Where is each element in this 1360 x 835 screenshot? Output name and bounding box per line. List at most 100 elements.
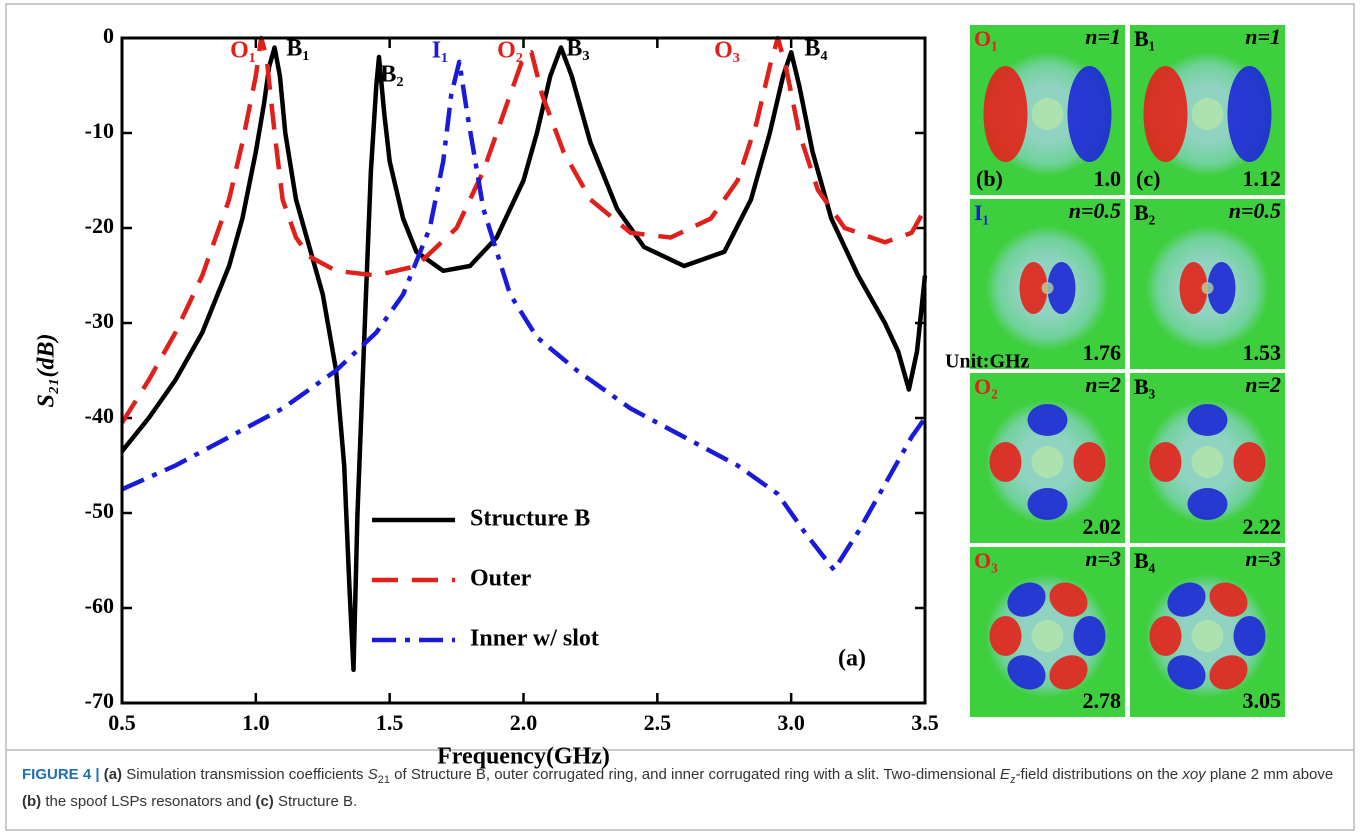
mode-label: B₃ xyxy=(1134,374,1156,399)
field-center xyxy=(1031,98,1064,130)
freq-label: 1.53 xyxy=(1243,340,1282,365)
caption-run: plane 2 mm above xyxy=(1205,766,1334,783)
field-lobe xyxy=(989,442,1022,482)
field-lobe xyxy=(1149,442,1182,482)
plot: -70 -60 -50 -40 -30 -20 -10 0 0.5 1.0 1.5 2.0 2.5 3.0… xyxy=(34,23,939,769)
n-label: n=3 xyxy=(1085,546,1121,571)
freq-label: 1.76 xyxy=(1083,340,1122,365)
field-lobe xyxy=(989,616,1022,656)
field-center xyxy=(1191,446,1224,478)
x-tick-label: 0.5 xyxy=(108,710,136,735)
field-lobe xyxy=(1073,442,1106,482)
n-label: n=0.5 xyxy=(1229,198,1281,223)
mode-label: B₄ xyxy=(1134,548,1156,573)
field-lobe xyxy=(1227,66,1272,162)
unit-label: Unit:GHz xyxy=(945,351,1030,373)
y-tick-label: -20 xyxy=(85,213,114,238)
field-lobe xyxy=(1209,582,1248,617)
peak-label: B₂ xyxy=(380,62,403,88)
caption-run: FIGURE 4 | xyxy=(22,766,104,783)
caption-run: (b) xyxy=(22,793,42,810)
caption: FIGURE 4 | (a) Simulation transmission c… xyxy=(22,764,1338,813)
y-tick-label: -70 xyxy=(85,688,114,713)
field-center xyxy=(1031,620,1064,652)
y-tick-label: -40 xyxy=(85,403,114,428)
field-lobe xyxy=(1167,582,1206,617)
n-label: n=2 xyxy=(1085,372,1121,397)
field-lobe xyxy=(1233,442,1266,482)
x-axis-label: Frequency(GHz) xyxy=(437,744,610,770)
caption-run: xoy xyxy=(1182,766,1206,783)
y-tick-label: -10 xyxy=(85,118,114,143)
freq-label: 1.0 xyxy=(1094,166,1122,191)
field-lobe xyxy=(1027,488,1068,520)
n-label: n=3 xyxy=(1245,546,1281,571)
field-lobe xyxy=(1067,66,1112,162)
x-tick-label: 1.0 xyxy=(242,710,270,735)
field-lobe xyxy=(1187,488,1228,520)
figure-border xyxy=(5,3,1355,831)
field-center xyxy=(1191,98,1224,130)
legend-label: Inner w/ slot xyxy=(470,626,599,652)
peak-label: B₃ xyxy=(566,36,589,62)
peak-label: O₁ xyxy=(230,38,256,64)
field-lobe xyxy=(1187,404,1228,436)
caption-run: S xyxy=(367,766,378,783)
mode-label: O₁ xyxy=(974,26,998,51)
y-tick-label: -50 xyxy=(85,498,114,523)
field-lobe xyxy=(1233,616,1266,656)
caption-run: -field distributions on the xyxy=(1015,766,1183,783)
field-center xyxy=(1031,446,1064,478)
field-panels: O₁ n=1 1.0 (b) B₁ n=1 1.12 (c) I₁ n=0.5 1.76 B₂ n=0.… xyxy=(970,24,1285,717)
freq-label: 2.02 xyxy=(1083,514,1122,539)
n-label: n=0.5 xyxy=(1069,198,1121,223)
field-lobe xyxy=(1179,262,1208,314)
mode-label: O₂ xyxy=(974,374,998,399)
field-lobe xyxy=(1049,582,1088,617)
mode-label: B₁ xyxy=(1134,26,1155,51)
field-lobe xyxy=(1143,66,1188,162)
caption-run: E xyxy=(1000,766,1011,783)
mode-label: B₂ xyxy=(1134,200,1156,225)
subfigure-label: (c) xyxy=(1136,166,1160,191)
freq-label: 3.05 xyxy=(1243,688,1282,713)
y-axis-label: S₂₁(dB) xyxy=(34,333,60,407)
caption-run: of Structure B, outer corrugated ring, a… xyxy=(390,766,1001,783)
x-tick-label: 3.0 xyxy=(777,710,805,735)
field-lobe xyxy=(1167,655,1206,690)
legend-label: Structure B xyxy=(470,506,590,532)
plot-frame xyxy=(120,36,927,705)
n-label: n=2 xyxy=(1245,372,1281,397)
freq-label: 2.22 xyxy=(1243,514,1282,539)
freq-label: 1.12 xyxy=(1243,166,1282,191)
freq-label: 2.78 xyxy=(1083,688,1122,713)
y-tick-label: -60 xyxy=(85,593,114,618)
peak-label: I₁ xyxy=(432,38,449,64)
panel-label: (a) xyxy=(838,646,866,672)
caption-run: (a) xyxy=(103,766,123,783)
field-lobe xyxy=(1007,582,1046,617)
x-tick-label: 2.5 xyxy=(644,710,672,735)
field-center xyxy=(1201,282,1214,294)
mode-label: I₁ xyxy=(974,200,989,225)
y-tick-label: 0 xyxy=(103,23,114,48)
y-tick-label: -30 xyxy=(85,308,114,333)
field-center xyxy=(1191,620,1224,652)
caption-run: z xyxy=(1010,774,1016,786)
n-label: n=1 xyxy=(1085,24,1121,49)
field-lobe xyxy=(1007,655,1046,690)
peak-label: O₂ xyxy=(497,38,523,64)
series-line xyxy=(120,35,927,424)
field-lobe xyxy=(1019,262,1048,314)
field-lobe xyxy=(1073,616,1106,656)
peak-label: B₄ xyxy=(804,36,827,62)
subfigure-label: (b) xyxy=(976,166,1003,191)
field-lobe xyxy=(1047,262,1076,314)
field-lobe xyxy=(1049,655,1088,690)
field-lobe xyxy=(1209,655,1248,690)
n-label: n=1 xyxy=(1245,24,1281,49)
caption-run: Structure B. xyxy=(273,793,358,810)
legend-label: Outer xyxy=(470,566,532,592)
caption-run: the spoof LSPs resonators and xyxy=(41,793,256,810)
